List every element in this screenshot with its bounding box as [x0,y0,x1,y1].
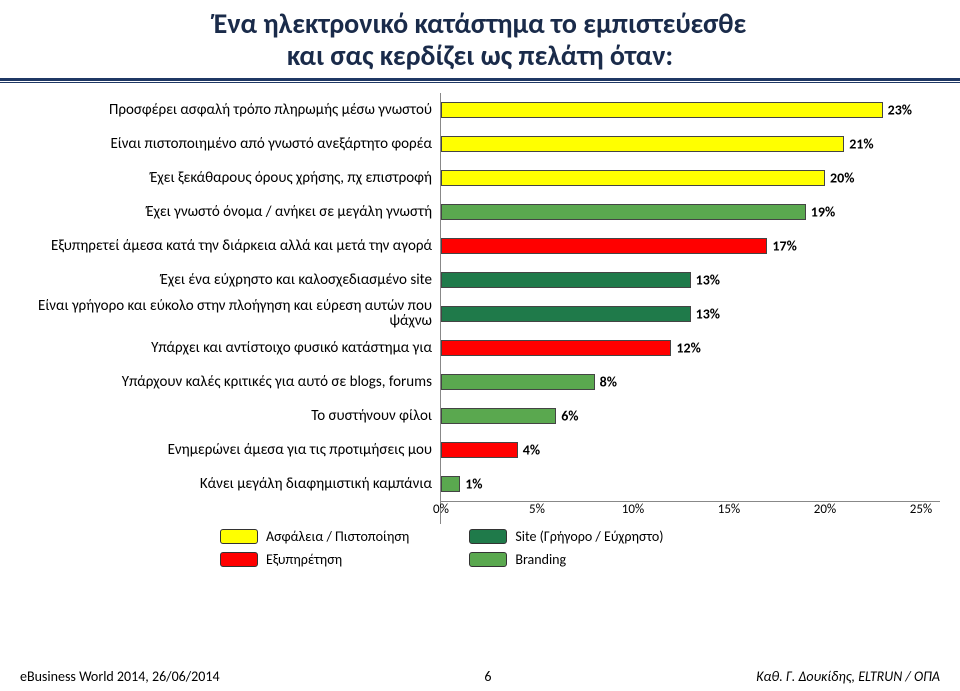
chart-bar-row: 8% [441,365,940,399]
bar-chart: Προσφέρει ασφαλή τρόπο πληρωμής μέσω γνω… [0,93,960,524]
chart-bar-row: 21% [441,127,940,161]
chart-bar: 20% [441,170,825,186]
chart-bar-value: 13% [696,306,720,323]
chart-bar: 17% [441,238,767,254]
chart-row-label: Υπάρχει και αντίστοιχο φυσικό κατάστημα … [20,331,440,365]
page-title: Ένα ηλεκτρονικό κατάστημα το εμπιστεύεσθ… [0,0,960,78]
chart-bar: 8% [441,374,595,390]
chart-bar: 4% [441,442,518,458]
chart-bar-value: 1% [465,476,482,493]
legend-item: Branding [469,551,663,568]
x-axis-tick: 20% [814,502,836,517]
chart-bar-value: 21% [849,136,873,153]
legend-swatch [220,529,258,544]
x-axis-tick: 10% [622,502,644,517]
x-axis-tick: 0% [433,502,449,517]
chart-bar: 12% [441,340,671,356]
chart-bar: 13% [441,306,691,322]
legend-swatch [469,529,507,544]
legend-label: Branding [515,551,566,568]
legend-item: Ασφάλεια / Πιστοποίηση [220,528,409,545]
legend-col-left: Ασφάλεια / Πιστοποίηση Εξυπηρέτηση [220,528,409,568]
title-underline [0,78,960,83]
chart-bar: 1% [441,476,460,492]
chart-bar-value: 12% [676,340,700,357]
chart-bar: 23% [441,102,883,118]
chart-bar-row: 6% [441,399,940,433]
chart-bar-value: 4% [523,442,540,459]
chart-bar: 19% [441,204,806,220]
legend-item: Site (Γρήγορο / Εύχρηστο) [469,528,663,545]
legend-swatch [220,552,258,567]
title-line-1: Ένα ηλεκτρονικό κατάστημα το εμπιστεύεσθ… [20,8,940,40]
legend-swatch [469,552,507,567]
chart-bar-value: 6% [561,408,578,425]
x-axis-ticks: 0%5%10%15%20%25% [441,502,921,524]
chart-bar-row: 20% [441,161,940,195]
chart-bar-row: 4% [441,433,940,467]
chart-bar: 21% [441,136,844,152]
chart-row-label: Ενημερώνει άμεσα για τις προτιμήσεις μου [20,433,440,467]
chart-row-label: Έχει ξεκάθαρους όρους χρήσης, πχ επιστρο… [20,161,440,195]
chart-bar: 13% [441,272,691,288]
legend-label: Ασφάλεια / Πιστοποίηση [266,528,409,545]
chart-bar-row: 19% [441,195,940,229]
chart-row-label: Υπάρχουν καλές κριτικές για αυτό σε blog… [20,365,440,399]
x-axis-tick: 5% [529,502,545,517]
chart-row-label: Κάνει μεγάλη διαφημιστική καμπάνια [20,467,440,501]
chart-bar-row: 13% [441,297,940,331]
chart-bar: 6% [441,408,556,424]
footer-page: 6 [220,668,757,685]
chart-bar-row: 23% [441,93,940,127]
legend: Ασφάλεια / Πιστοποίηση Εξυπηρέτηση Site (… [0,524,960,568]
footer: eBusiness World 2014, 26/06/2014 6 Καθ. … [0,668,960,685]
chart-row-label: Το συστήνουν φίλοι [20,399,440,433]
x-axis-tick: 15% [718,502,740,517]
title-line-2: και σας κερδίζει ως πελάτη όταν: [20,40,940,72]
chart-bar-value: 19% [811,204,835,221]
chart-labels-column: Προσφέρει ασφαλή τρόπο πληρωμής μέσω γνω… [20,93,440,524]
chart-bar-value: 8% [600,374,617,391]
legend-col-right: Site (Γρήγορο / Εύχρηστο) Branding [469,528,663,568]
chart-bar-value: 20% [830,170,854,187]
chart-row-label: Προσφέρει ασφαλή τρόπο πληρωμής μέσω γνω… [20,93,440,127]
legend-label: Εξυπηρέτηση [266,551,342,568]
chart-row-label: Είναι πιστοποιημένο από γνωστό ανεξάρτητ… [20,127,440,161]
chart-row-label: Είναι γρήγορο και εύκολο στην πλοήγηση κ… [20,297,440,331]
chart-bar-row: 17% [441,229,940,263]
chart-row-label: Έχει γνωστό όνομα / ανήκει σε μεγάλη γνω… [20,195,440,229]
chart-bars-column: 23%21%20%19%17%13%13%12%8%6%4%1% 0%5%10%… [440,93,940,524]
chart-bar-row: 13% [441,263,940,297]
footer-left: eBusiness World 2014, 26/06/2014 [20,668,220,685]
chart-bars-stack: 23% 21% 20% 19% 17% 13% 13% 12% 8% 6% 4% 1% [441,93,940,501]
chart-bar-row: 12% [441,331,940,365]
x-axis-tick: 25% [910,502,932,517]
legend-item: Εξυπηρέτηση [220,551,409,568]
chart-row-label: Εξυπηρετεί άμεσα κατά την διάρκεια αλλά … [20,229,440,263]
legend-label: Site (Γρήγορο / Εύχρηστο) [515,528,663,545]
chart-bar-row: 1% [441,467,940,501]
chart-row-label: Έχει ένα εύχρηστο και καλοσχεδιασμένο si… [20,263,440,297]
footer-right: Καθ. Γ. Δουκίδης, ELTRUN / ΟΠΑ [756,668,940,685]
chart-bar-value: 17% [772,238,796,255]
chart-bar-value: 13% [696,272,720,289]
chart-bar-value: 23% [888,102,912,119]
